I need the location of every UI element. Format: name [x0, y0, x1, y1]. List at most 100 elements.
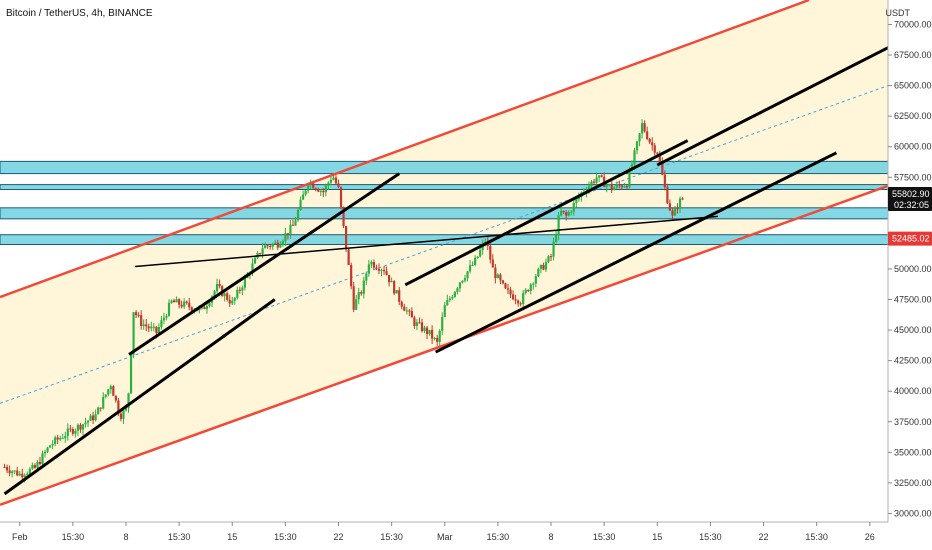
candle-body[interactable] [663, 174, 666, 188]
candle-body[interactable] [104, 394, 107, 397]
candle-body[interactable] [334, 177, 338, 184]
candle-body[interactable] [66, 428, 69, 436]
candle-body[interactable] [565, 212, 568, 216]
candle-body[interactable] [587, 186, 591, 192]
candle-body[interactable] [200, 307, 203, 309]
candle-body[interactable] [385, 271, 388, 275]
candle-body[interactable] [119, 413, 123, 419]
candle-body[interactable] [165, 315, 168, 318]
candle-body[interactable] [223, 293, 226, 297]
candle-body[interactable] [646, 131, 649, 139]
support-resistance-zone[interactable] [0, 160, 889, 175]
candle-body[interactable] [382, 269, 386, 272]
trend-line[interactable] [404, 139, 689, 287]
candle-body[interactable] [291, 224, 295, 226]
candle-body[interactable] [408, 310, 411, 312]
candle-body[interactable] [494, 267, 497, 279]
candle-body[interactable] [253, 257, 257, 264]
candle-body[interactable] [238, 289, 241, 291]
candle-body[interactable] [668, 203, 672, 211]
candle-body[interactable] [489, 245, 492, 260]
candle-body[interactable] [491, 259, 494, 268]
candle-body[interactable] [630, 164, 634, 170]
channel-midline[interactable] [0, 85, 889, 404]
candle-body[interactable] [372, 262, 376, 268]
candle-body[interactable] [398, 290, 401, 302]
candle-body[interactable] [375, 267, 378, 269]
candle-body[interactable] [117, 400, 120, 414]
candle-body[interactable] [114, 395, 117, 401]
candle-body[interactable] [74, 430, 77, 434]
candle-body[interactable] [56, 437, 59, 440]
candle-body[interactable] [99, 407, 102, 409]
candle-body[interactable] [592, 181, 596, 183]
candle-body[interactable] [160, 320, 163, 327]
trend-line[interactable] [3, 298, 276, 496]
candle-body[interactable] [554, 235, 558, 242]
candle-body[interactable] [127, 393, 130, 408]
candle-body[interactable] [329, 179, 333, 183]
candle-body[interactable] [76, 424, 80, 431]
candle-body[interactable] [299, 199, 302, 210]
candle-body[interactable] [367, 264, 370, 274]
candle-body[interactable] [276, 242, 279, 248]
candle-body[interactable] [572, 202, 575, 212]
candle-body[interactable] [208, 302, 211, 306]
candle-body[interactable] [307, 184, 310, 191]
candle-body[interactable] [608, 184, 611, 186]
candle-body[interactable] [577, 196, 580, 200]
trend-line[interactable] [135, 215, 719, 268]
candle-body[interactable] [339, 187, 343, 207]
candle-body[interactable] [653, 145, 656, 153]
candle-body[interactable] [567, 211, 570, 216]
candle-body[interactable] [511, 294, 515, 300]
candle-body[interactable] [301, 194, 305, 200]
candle-body[interactable] [560, 210, 563, 216]
candle-body[interactable] [666, 187, 669, 204]
candle-body[interactable] [304, 190, 307, 195]
candle-body[interactable] [231, 300, 234, 304]
candle-body[interactable] [610, 184, 613, 191]
candle-body[interactable] [5, 467, 9, 471]
candle-body[interactable] [527, 289, 530, 292]
candle-body[interactable] [509, 289, 512, 295]
candle-body[interactable] [618, 184, 621, 186]
candle-body[interactable] [393, 281, 396, 294]
candle-body[interactable] [332, 177, 335, 180]
candle-body[interactable] [51, 443, 54, 446]
candle-body[interactable] [21, 473, 24, 478]
candle-body[interactable] [501, 280, 505, 284]
candle-body[interactable] [317, 189, 320, 192]
candle-body[interactable] [370, 262, 373, 265]
candle-body[interactable] [623, 186, 626, 188]
candle-body[interactable] [620, 185, 623, 188]
candle-body[interactable] [562, 210, 565, 213]
candle-body[interactable] [446, 300, 449, 306]
candle-body[interactable] [122, 410, 125, 419]
candle-body[interactable] [405, 310, 408, 312]
candle-body[interactable] [183, 301, 186, 307]
candle-body[interactable] [26, 473, 29, 476]
candle-body[interactable] [294, 220, 297, 226]
candle-body[interactable] [605, 184, 608, 187]
candle-body[interactable] [8, 470, 11, 474]
candle-body[interactable] [529, 284, 532, 292]
candle-body[interactable] [506, 288, 510, 290]
candle-body[interactable] [676, 208, 679, 210]
candle-body[interactable] [135, 312, 138, 316]
candle-body[interactable] [16, 470, 19, 476]
candle-body[interactable] [678, 198, 682, 209]
candle-body[interactable] [451, 297, 454, 299]
candle-body[interactable] [415, 322, 419, 326]
candle-body[interactable] [281, 241, 284, 245]
candle-body[interactable] [337, 183, 340, 188]
candle-body[interactable] [575, 199, 578, 203]
candle-body[interactable] [458, 282, 462, 289]
candle-body[interactable] [522, 293, 525, 304]
candle-body[interactable] [643, 123, 646, 132]
candle-body[interactable] [380, 269, 383, 271]
candle-body[interactable] [31, 465, 34, 469]
candle-body[interactable] [112, 386, 115, 396]
candle-body[interactable] [162, 317, 166, 321]
